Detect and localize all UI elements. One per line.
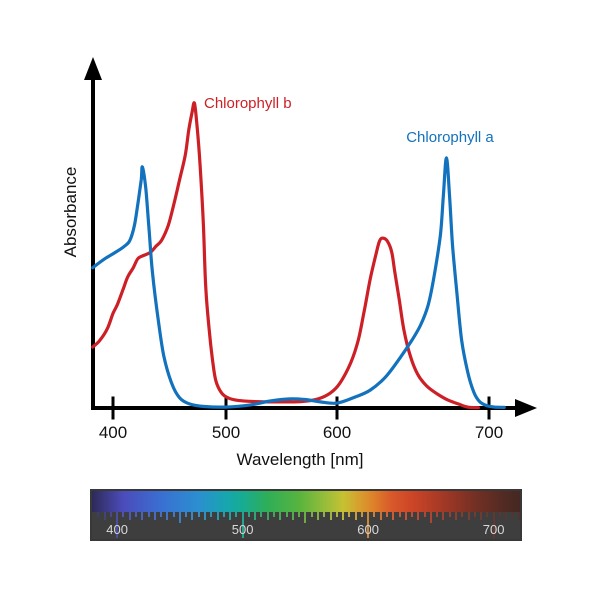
ruler-tick [291, 512, 294, 520]
ruler-tick [229, 512, 232, 520]
ruler-tick [122, 512, 125, 517]
ruler-tick [316, 512, 319, 520]
ruler-tick [517, 512, 520, 520]
ruler-tick [109, 512, 112, 517]
curves [91, 101, 506, 410]
spectrum-gradient [92, 491, 520, 512]
ruler-label: 500 [231, 522, 254, 537]
ruler-tick [323, 512, 326, 517]
ruler-tick [335, 512, 338, 517]
x-tick-label: 400 [99, 423, 127, 442]
x-axis-ticks: 400 500 600 700 [99, 396, 503, 442]
ruler-tick [498, 512, 501, 517]
ruler-tick [97, 512, 100, 517]
chlorophyll-b-label: Chlorophyll b [204, 95, 292, 112]
ruler-tick [473, 512, 476, 517]
x-tick-label: 600 [323, 423, 351, 442]
ruler-tick [379, 512, 382, 520]
ruler-tick [461, 512, 464, 517]
curve-chlorophyll-b [91, 101, 480, 410]
ruler-tick [467, 512, 470, 520]
ruler-tick [310, 512, 313, 517]
ruler-tick [429, 512, 432, 523]
ruler-tick [247, 512, 250, 517]
ruler-tick [254, 512, 257, 520]
ruler-tick [178, 512, 181, 523]
ruler-tick [160, 512, 162, 517]
x-tick-label: 700 [475, 423, 503, 442]
ruler-tick [304, 512, 307, 523]
ruler-tick [185, 512, 188, 517]
ruler-tick [411, 512, 414, 517]
ruler-tick [260, 512, 263, 517]
ruler-tick [329, 512, 332, 520]
ruler-tick [354, 512, 357, 520]
ruler-tick [222, 512, 225, 517]
y-axis-arrowhead [84, 57, 102, 80]
ruler-tick [442, 512, 445, 520]
ruler-tick [141, 512, 144, 520]
ruler-tick [398, 512, 401, 517]
ruler-tick [348, 512, 351, 517]
ruler-tick [191, 512, 194, 520]
ruler-tick [423, 512, 426, 517]
ruler-tick [273, 512, 275, 517]
ruler-tick [417, 512, 420, 520]
absorbance-chart: 400 500 600 700 [84, 57, 537, 442]
ruler-tick [386, 512, 388, 517]
ruler-tick [367, 512, 370, 538]
ruler-tick [436, 512, 439, 517]
ruler-label: 400 [106, 522, 128, 537]
ruler-tick [235, 512, 238, 517]
ruler-label: 700 [482, 522, 505, 537]
ruler-tick [241, 512, 244, 538]
ruler-tick [298, 512, 301, 517]
ruler-tick [392, 512, 395, 520]
ruler-tick [448, 512, 451, 517]
x-axis-title: Wavelength [nm] [236, 450, 364, 469]
ruler-tick [103, 512, 106, 520]
x-tick-label: 500 [212, 423, 240, 442]
ruler-tick [204, 512, 206, 520]
ruler-tick [373, 512, 376, 517]
ruler-tick [172, 512, 175, 517]
ruler-tick [486, 512, 489, 517]
ruler-tick [279, 512, 282, 520]
ruler-tick [197, 512, 200, 517]
visible-spectrum-bar: 400 500 600 700 [90, 489, 522, 541]
ruler-tick [128, 512, 131, 520]
ruler-tick [153, 512, 156, 520]
ruler-tick [342, 512, 344, 520]
ruler-tick [147, 512, 150, 517]
ruler-tick [505, 512, 508, 520]
ruler-tick [210, 512, 213, 517]
ruler-tick [116, 512, 119, 538]
x-axis-arrowhead [515, 399, 537, 417]
ruler-tick [134, 512, 137, 517]
ruler-label: 600 [357, 522, 379, 537]
ruler-tick [360, 512, 363, 517]
chlorophyll-a-label: Chlorophyll a [406, 129, 494, 146]
ruler-tick [492, 512, 495, 538]
ruler-tick [511, 512, 514, 517]
ruler-tick [216, 512, 219, 520]
y-axis-title: Absorbance [61, 166, 80, 258]
ruler-tick [166, 512, 169, 520]
ruler-tick [455, 512, 457, 520]
wavelength-ruler: 400 500 600 700 [92, 512, 520, 539]
ruler-tick [480, 512, 483, 520]
ruler-tick [266, 512, 269, 520]
curve-chlorophyll-a [91, 156, 506, 409]
ruler-tick [404, 512, 407, 520]
ruler-tick [285, 512, 288, 517]
